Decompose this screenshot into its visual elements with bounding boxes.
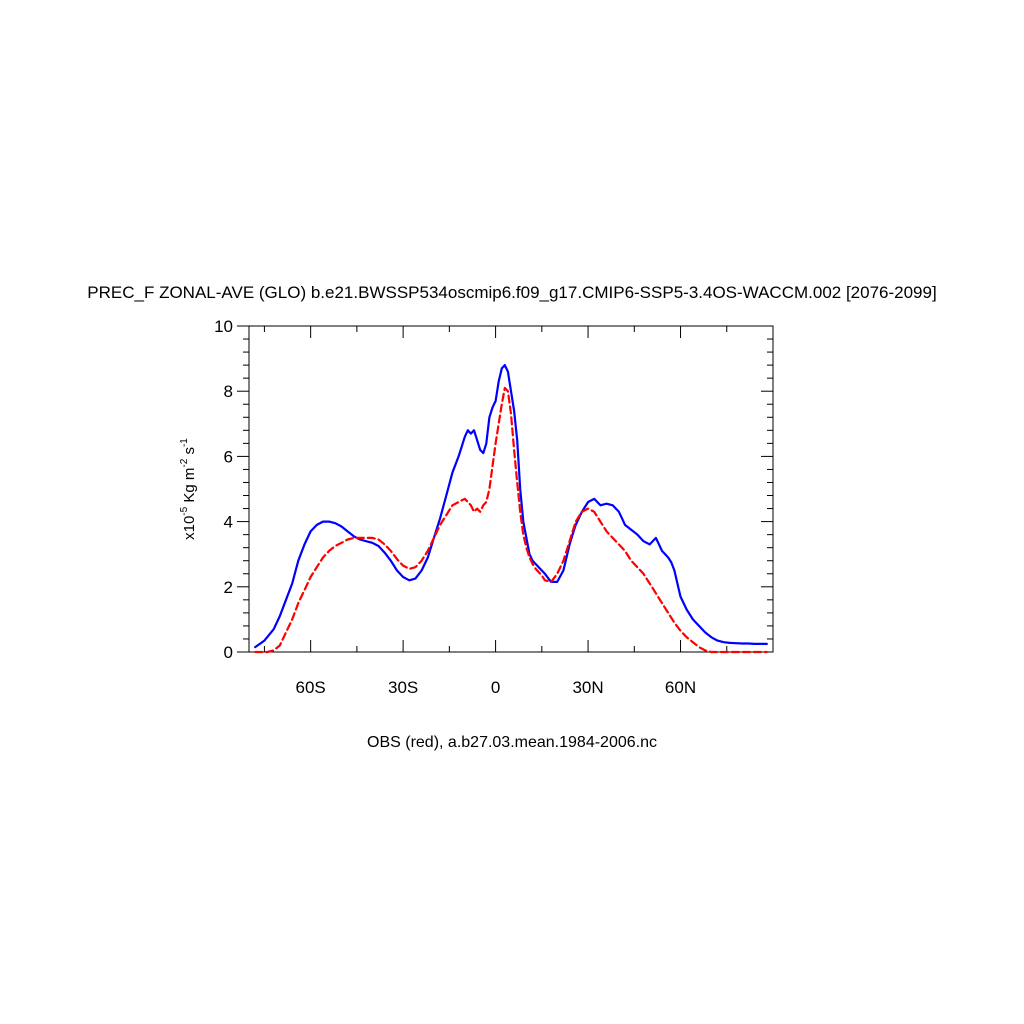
plot-frame [248,325,774,653]
y-tick-label: 8 [224,382,233,401]
y-tick-labels: 0 2 4 6 8 10 [214,317,233,662]
plot-area [237,325,774,654]
series-layer [254,364,768,654]
series-line-obs-red [254,386,768,654]
x-tick-label: 30N [572,678,603,697]
series-line-model-blue [254,364,768,649]
x-tick-labels: 60S 30S 0 30N 60N [296,678,697,697]
minor-ticks [243,326,773,652]
y-axis-label: x10-5 Kg m-2 s-1 [179,438,198,540]
y-tick-label: 0 [224,643,233,662]
y-tick-label: 2 [224,578,233,597]
major-ticks [237,325,773,653]
x-tick-label: 30S [388,678,418,697]
x-tick-label: 60N [665,678,696,697]
y-tick-label: 4 [224,513,233,532]
y-tick-label: 10 [214,317,233,336]
chart-caption: OBS (red), a.b27.03.mean.1984-2006.nc [367,734,657,751]
chart-title: PREC_F ZONAL-AVE (GLO) b.e21.BWSSP534osc… [87,283,936,302]
y-tick-label: 6 [224,447,233,466]
x-tick-label: 0 [491,678,500,697]
x-tick-label: 60S [296,678,326,697]
